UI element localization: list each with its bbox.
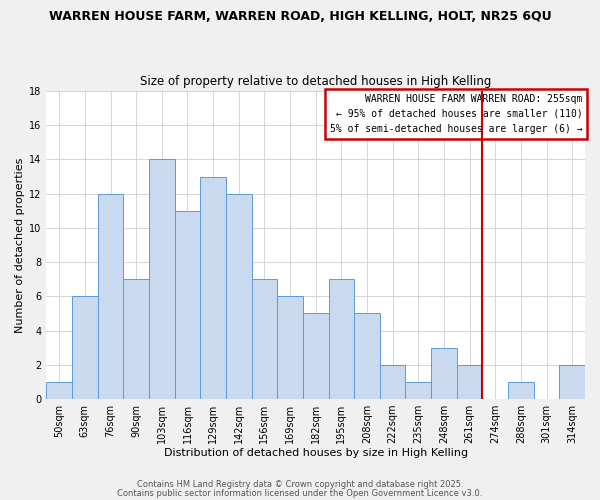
Bar: [226, 194, 251, 399]
Bar: [303, 314, 329, 399]
Text: Contains HM Land Registry data © Crown copyright and database right 2025.: Contains HM Land Registry data © Crown c…: [137, 480, 463, 489]
Bar: [508, 382, 534, 399]
Bar: [72, 296, 98, 399]
Bar: [559, 365, 585, 399]
Y-axis label: Number of detached properties: Number of detached properties: [15, 158, 25, 332]
Bar: [46, 382, 72, 399]
Bar: [329, 279, 354, 399]
Bar: [149, 160, 175, 399]
Bar: [431, 348, 457, 399]
Title: Size of property relative to detached houses in High Kelling: Size of property relative to detached ho…: [140, 76, 491, 88]
Text: WARREN HOUSE FARM WARREN ROAD: 255sqm
← 95% of detached houses are smaller (110): WARREN HOUSE FARM WARREN ROAD: 255sqm ← …: [329, 94, 583, 134]
Bar: [200, 176, 226, 399]
X-axis label: Distribution of detached houses by size in High Kelling: Distribution of detached houses by size …: [164, 448, 468, 458]
Bar: [354, 314, 380, 399]
Bar: [380, 365, 406, 399]
Bar: [251, 279, 277, 399]
Bar: [457, 365, 482, 399]
Bar: [406, 382, 431, 399]
Bar: [277, 296, 303, 399]
Bar: [175, 211, 200, 399]
Bar: [98, 194, 124, 399]
Text: Contains public sector information licensed under the Open Government Licence v3: Contains public sector information licen…: [118, 488, 482, 498]
Text: WARREN HOUSE FARM, WARREN ROAD, HIGH KELLING, HOLT, NR25 6QU: WARREN HOUSE FARM, WARREN ROAD, HIGH KEL…: [49, 10, 551, 23]
Bar: [124, 279, 149, 399]
